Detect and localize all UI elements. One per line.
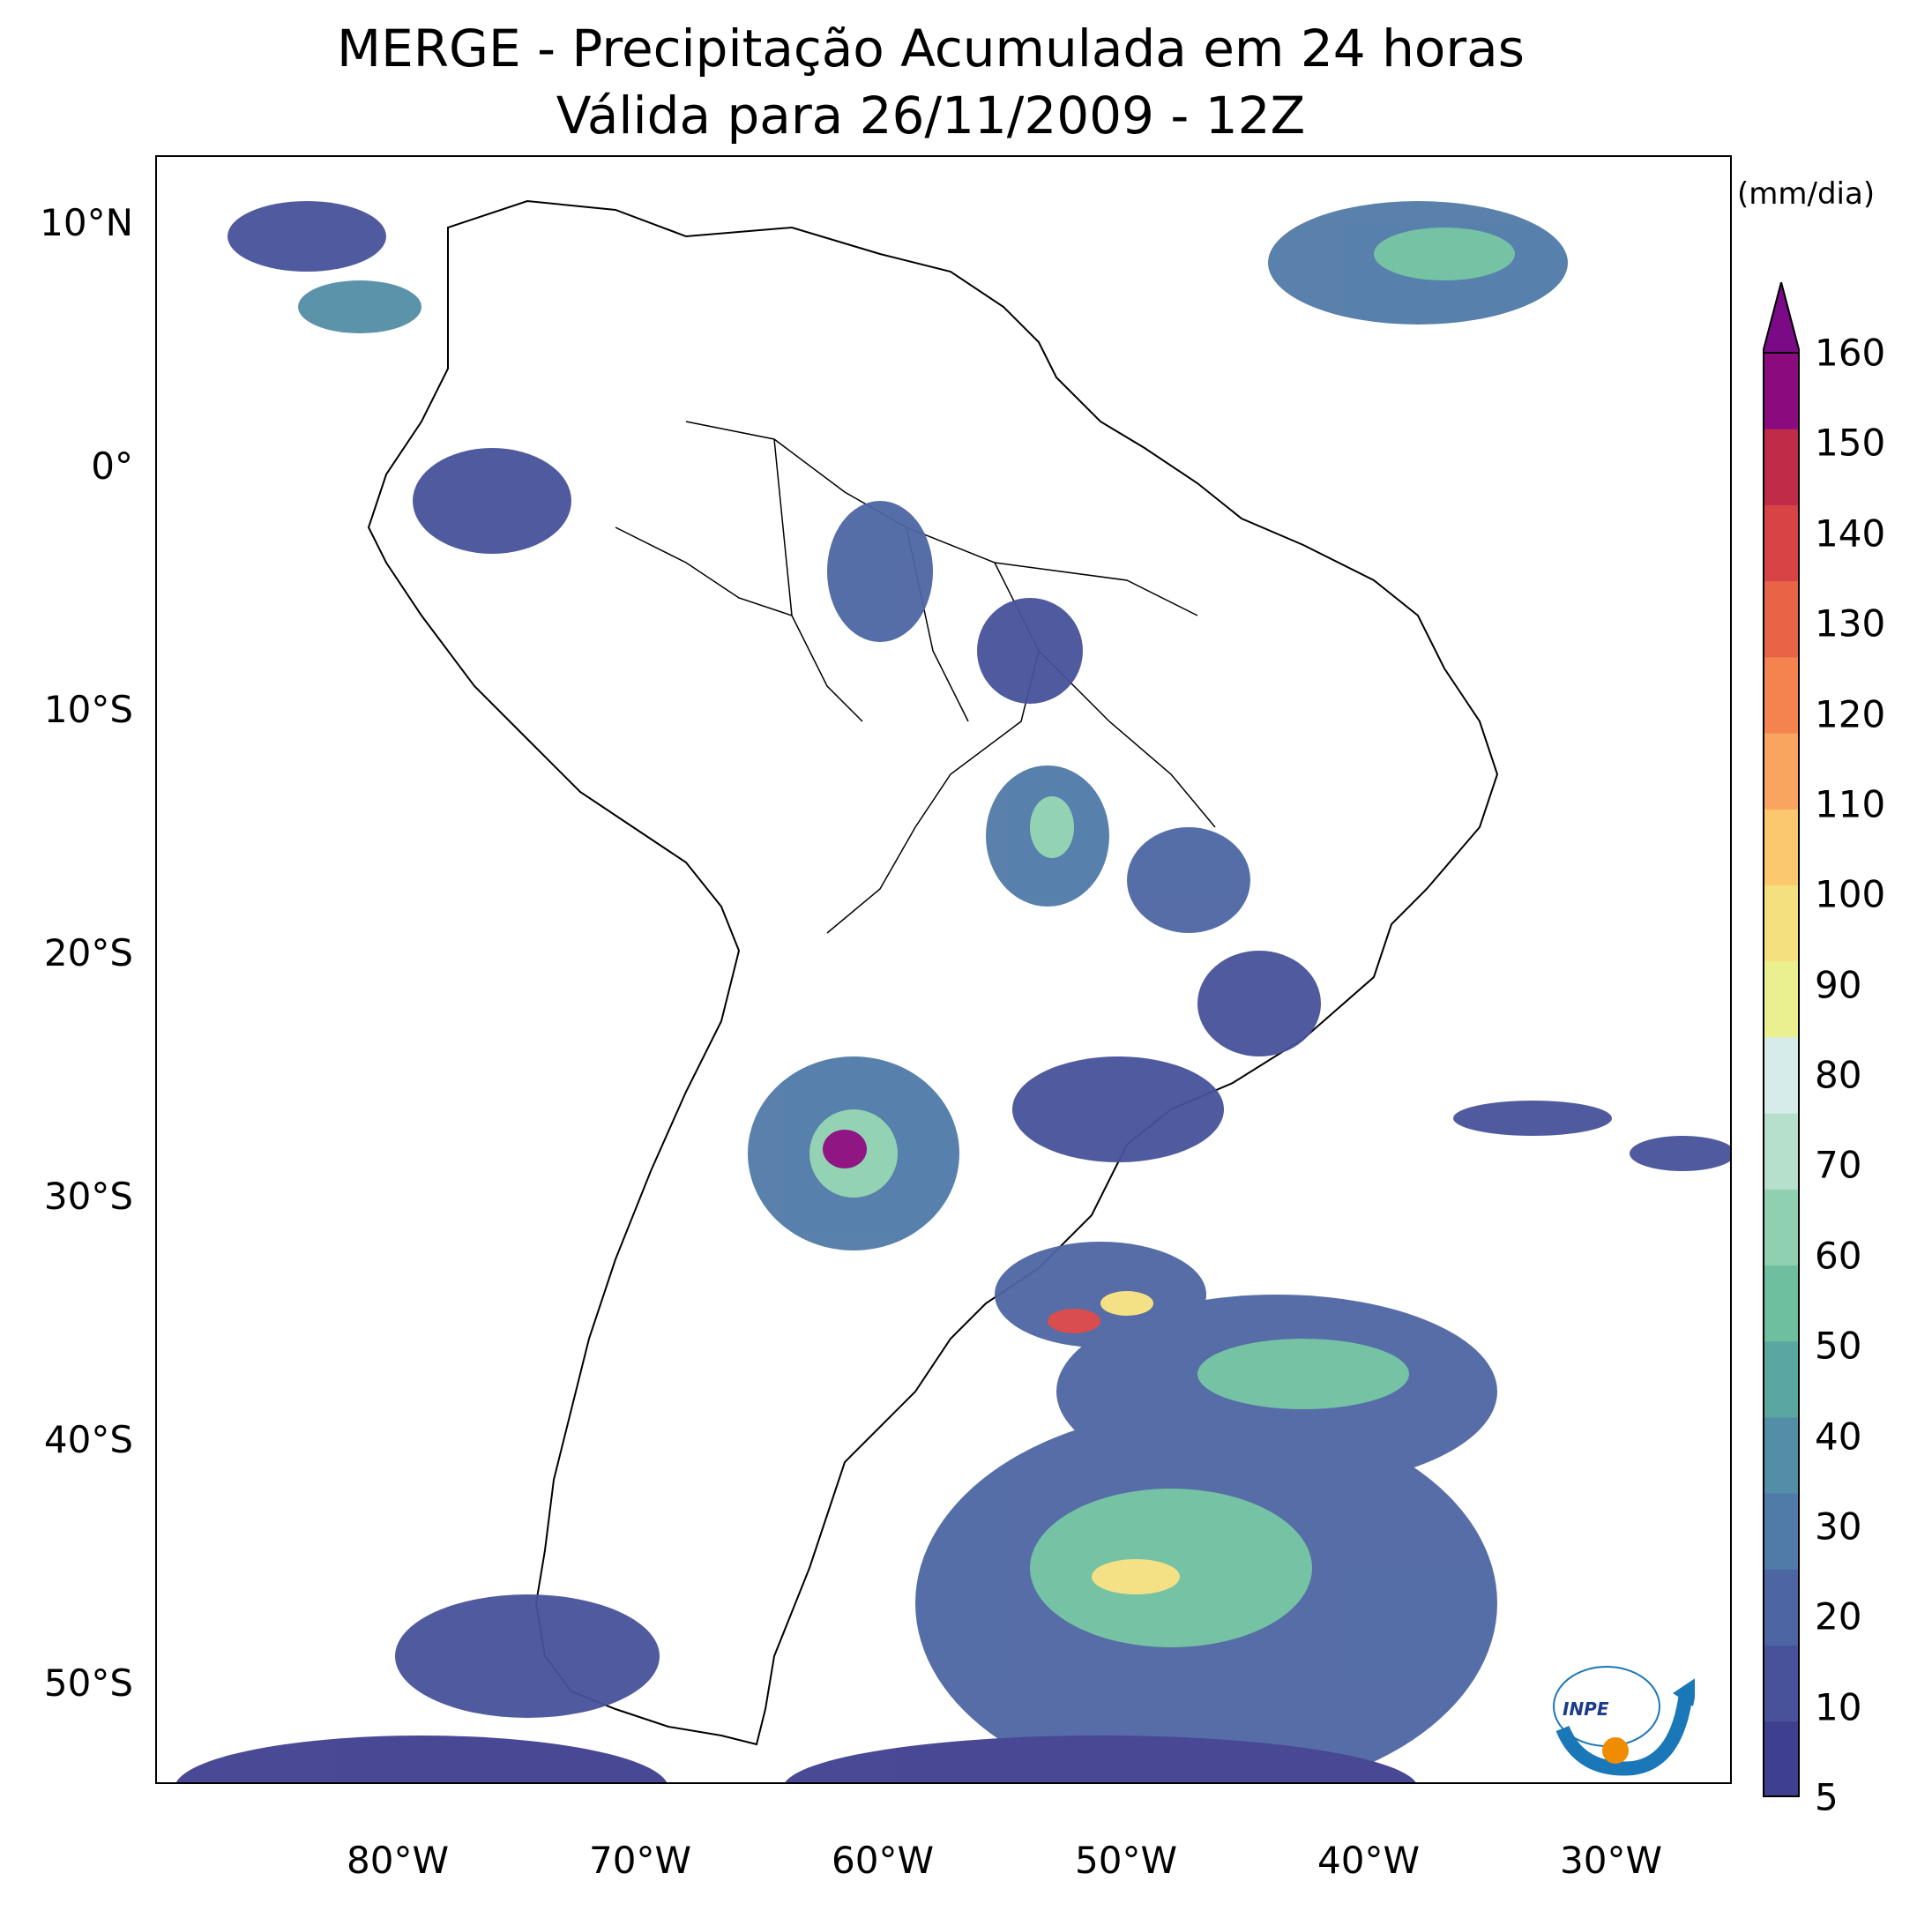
colorbar-segment: [1763, 809, 1800, 885]
colorbar-frame: [1763, 352, 1800, 1797]
logo-text: INPE: [1563, 1698, 1609, 1720]
colorbar-tick-label: 160: [1815, 331, 1886, 375]
colorbar-tick-label: 100: [1815, 872, 1886, 916]
colorbar-segment: [1763, 1645, 1800, 1722]
colorbar-segment: [1763, 504, 1800, 582]
map-subtitle: Válida para 26/11/2009 - 12Z: [556, 86, 1306, 146]
lon-label-70w: 70°W: [589, 1839, 691, 1882]
colorbar-tick-label: 130: [1815, 601, 1886, 646]
colorbar-tick-label: 60: [1815, 1234, 1862, 1278]
colorbar-segment: [1763, 580, 1800, 658]
colorbar-segment: [1763, 429, 1800, 505]
colorbar-tick-label: 70: [1815, 1143, 1862, 1187]
colorbar-segment: [1763, 1036, 1800, 1114]
map-panel: [155, 155, 1732, 1784]
inpe-logo: INPE: [1553, 1666, 1695, 1776]
colorbar-tick-label: 80: [1815, 1053, 1862, 1097]
lat-label-10s: 10°S: [43, 688, 133, 731]
country-borders: [615, 421, 1216, 934]
lat-label-20s: 20°S: [43, 931, 133, 974]
colorbar-unit: (mm/dia): [1737, 176, 1876, 212]
colorbar-tick-label: 110: [1815, 782, 1886, 826]
precipitation-map: [175, 199, 1730, 1782]
lon-label-80w: 80°W: [347, 1839, 449, 1882]
colorbar-segment: [1763, 1113, 1800, 1190]
colorbar-tick-label: 150: [1815, 421, 1886, 465]
colorbar-tick-label: 50: [1815, 1324, 1862, 1368]
lat-label-50s: 50°S: [43, 1661, 133, 1705]
lon-label-50w: 50°W: [1075, 1839, 1177, 1882]
colorbar-segment: [1763, 1493, 1800, 1570]
colorbar-tick-label: 90: [1815, 963, 1862, 1007]
south-america-coastline: [367, 199, 1499, 1746]
lon-label-40w: 40°W: [1317, 1839, 1420, 1882]
colorbar-tick-label: 5: [1815, 1775, 1839, 1819]
colorbar-segment: [1763, 1569, 1800, 1646]
lat-label-40s: 40°S: [43, 1418, 133, 1461]
colorbar-segment: [1763, 353, 1800, 429]
colorbar-tick-label: 140: [1815, 511, 1886, 556]
lat-label-0: 0°: [91, 444, 133, 488]
colorbar: [1763, 282, 1800, 1797]
lat-label-30s: 30°S: [43, 1175, 133, 1218]
colorbar-segment: [1763, 960, 1800, 1038]
precipitation-fields: [175, 201, 1730, 1782]
colorbar-segment: [1763, 656, 1800, 734]
colorbar-segment: [1763, 733, 1800, 810]
lon-label-30w: 30°W: [1560, 1839, 1662, 1882]
colorbar-segment: [1763, 885, 1800, 962]
colorbar-tick-label: 20: [1815, 1594, 1862, 1639]
colorbar-segment: [1763, 1265, 1800, 1342]
colorbar-extend-triangle: [1763, 282, 1800, 354]
lat-label-10n: 10°N: [40, 201, 133, 244]
lon-label-60w: 60°W: [832, 1839, 934, 1882]
colorbar-segment: [1763, 1340, 1800, 1418]
colorbar-segment: [1763, 1721, 1800, 1797]
colorbar-segment: [1763, 1189, 1800, 1266]
colorbar-tick-label: 120: [1815, 692, 1886, 735]
colorbar-segment: [1763, 1416, 1800, 1494]
colorbar-tick-label: 40: [1815, 1415, 1862, 1458]
map-title: MERGE - Precipitação Acumulada em 24 hor…: [337, 19, 1525, 78]
colorbar-tick-label: 10: [1815, 1685, 1862, 1729]
colorbar-tick-label: 30: [1815, 1504, 1862, 1549]
